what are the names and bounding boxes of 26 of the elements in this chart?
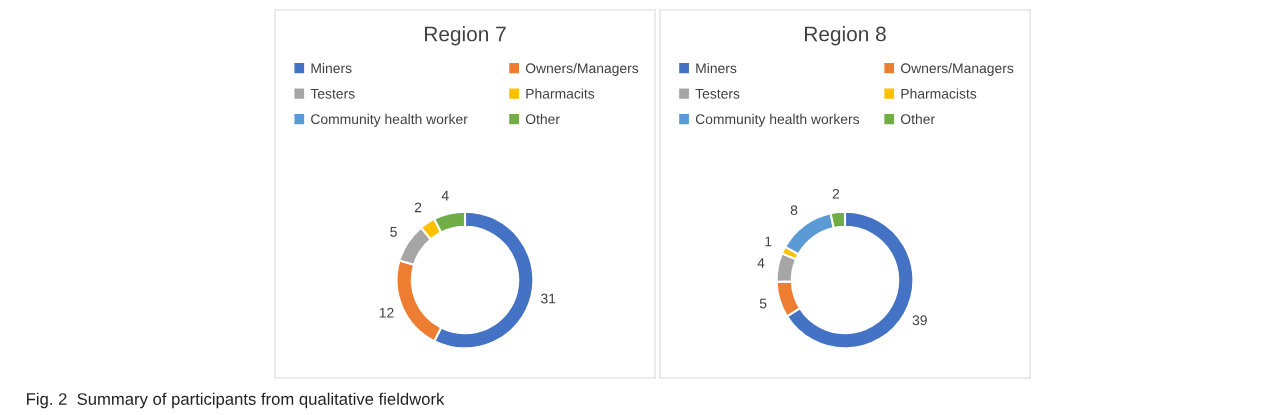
data-label: 2 [832, 188, 840, 199]
data-label: 5 [759, 298, 767, 309]
legend-label: Testers [310, 88, 355, 99]
legend-label: Community health workers [695, 113, 860, 127]
data-label: 12 [379, 307, 394, 318]
legend-label: Other [525, 113, 560, 125]
legend-label: Miners [696, 62, 737, 74]
legend-label: Other [900, 113, 935, 125]
chart-title: Region 8 [805, 26, 886, 46]
legend-label: Pharmacists [901, 88, 977, 99]
data-label: 31 [541, 293, 556, 304]
legend-label: Owners/Managers [525, 62, 639, 76]
legend-label: Community health worker [311, 113, 468, 127]
legend-label: Owners/Managers [900, 62, 1014, 76]
legend-label: Pharmacits [526, 88, 595, 99]
data-label: 2 [414, 202, 422, 213]
data-label: 4 [757, 258, 765, 268]
caption: Fig. 2 Summary of participants from qualitative fieldwork [27, 392, 445, 409]
legend-label: Testers [695, 88, 740, 99]
chart-title: Region 7 [425, 26, 506, 46]
data-label: 8 [790, 205, 798, 216]
data-label: 1 [765, 236, 772, 247]
legend-label: Miners [311, 62, 352, 74]
data-label: 4 [441, 190, 449, 201]
data-label: 39 [912, 315, 927, 326]
data-label: 5 [390, 227, 397, 237]
